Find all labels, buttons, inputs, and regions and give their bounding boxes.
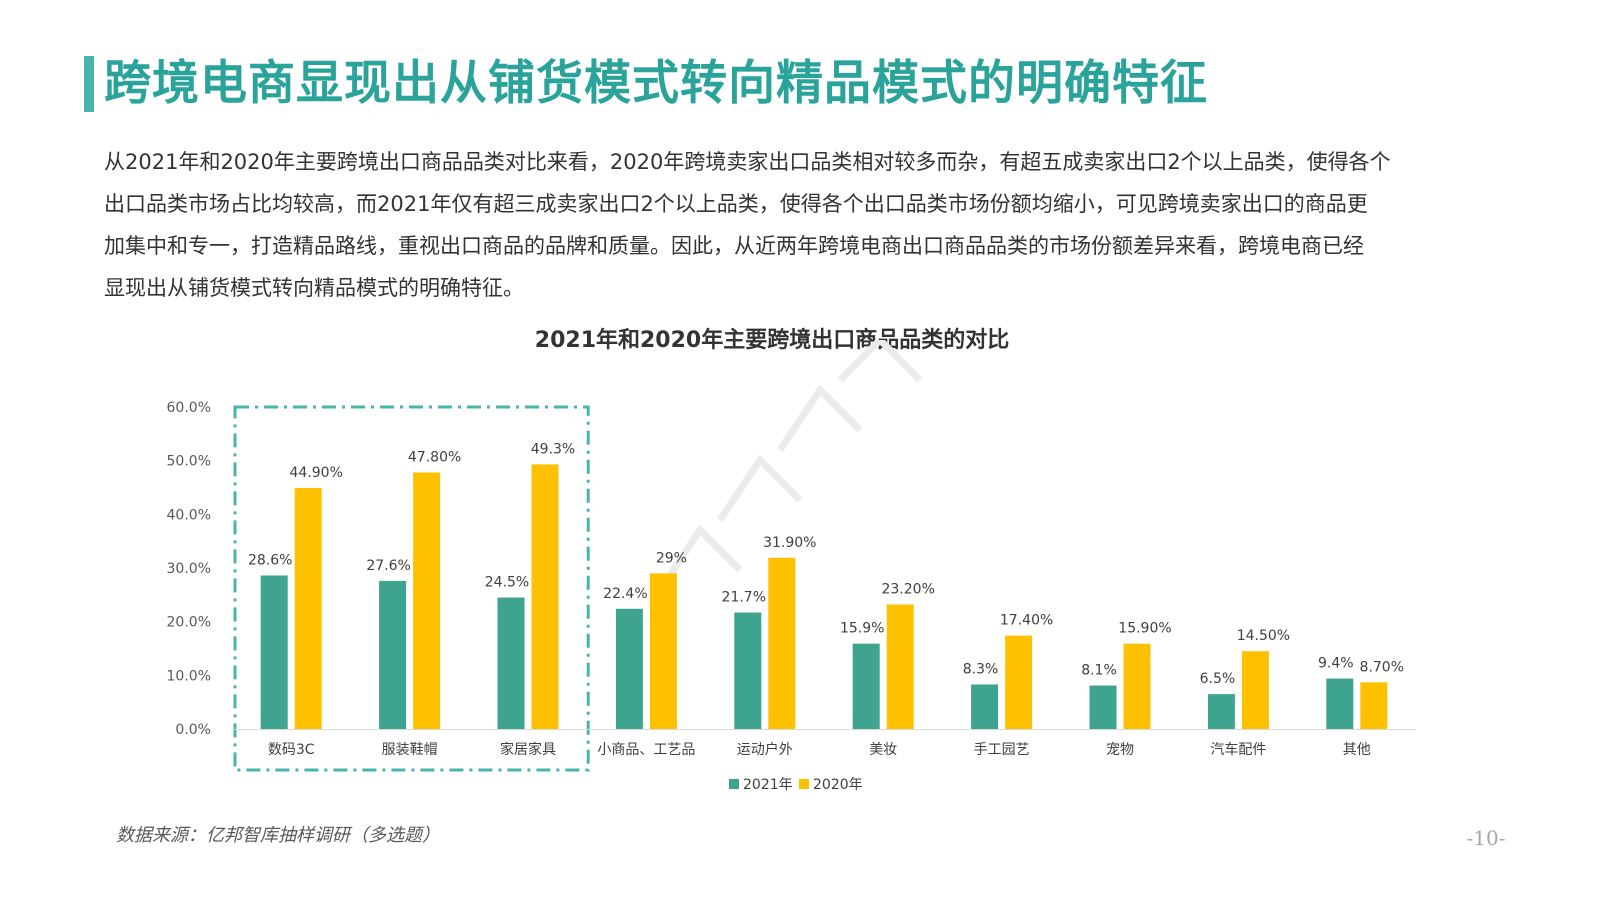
bar [971, 684, 999, 729]
bar [497, 597, 525, 729]
category-label: 运动户外 [737, 741, 793, 758]
page-number: -10- [1466, 826, 1506, 850]
legend-swatch [799, 779, 809, 789]
bar [886, 604, 914, 729]
data-label: 21.7% [722, 590, 766, 606]
legend-swatch [729, 779, 739, 789]
y-tick-label: 0.0% [175, 722, 211, 738]
data-label: 24.5% [485, 575, 529, 591]
category-label: 数码3C [268, 742, 315, 758]
bar-chart: 0.0% 10.0% 20.0% 30.0% 40.0% 50.0% 60.0% 28.6% 4… [167, 400, 1416, 793]
data-label: 15.90% [1118, 621, 1171, 637]
data-label: 29% [656, 550, 687, 566]
bar [1326, 678, 1354, 729]
y-tick-label: 10.0% [167, 668, 211, 684]
highlight-box [233, 405, 590, 772]
y-tick-label: 30.0% [167, 561, 211, 577]
data-label: 8.1% [1081, 663, 1117, 679]
bar [649, 573, 677, 729]
data-label: 17.40% [1000, 613, 1053, 629]
data-label: 47.80% [408, 449, 461, 465]
bar [1089, 685, 1117, 729]
category-label: 家居家具 [500, 741, 556, 758]
category-label: 其他 [1343, 742, 1371, 758]
data-label: 44.90% [290, 465, 343, 481]
data-label: 23.20% [882, 581, 935, 597]
data-label: 49.3% [531, 441, 575, 457]
category-label: 宠物 [1106, 742, 1134, 758]
legend-label: 2020年 [813, 777, 863, 793]
title-accent-bar [84, 56, 94, 112]
y-tick-label: 20.0% [167, 615, 211, 631]
bar [734, 612, 762, 729]
data-label: 31.90% [763, 535, 816, 551]
bar [1207, 694, 1235, 729]
bar [413, 472, 441, 729]
category-label: 汽车配件 [1210, 741, 1266, 758]
bar [1005, 635, 1033, 729]
data-label: 22.4% [603, 586, 647, 602]
bar [1360, 682, 1388, 729]
y-tick-label: 50.0% [167, 454, 211, 470]
bar [615, 608, 643, 729]
intro-line: 出口品类市场占比均较高，而2021年仅有超三成卖家出口2个以上品类，使得各个出口… [104, 192, 1368, 216]
bar [294, 488, 322, 729]
data-label: 9.4% [1318, 656, 1354, 672]
bar [531, 464, 559, 729]
bar [768, 557, 796, 729]
legend-label: 2021年 [743, 777, 793, 793]
data-label: 8.70% [1360, 659, 1404, 675]
y-tick-label: 40.0% [167, 507, 211, 523]
bar [260, 575, 288, 729]
data-label: 8.3% [963, 661, 999, 677]
bar [1123, 643, 1151, 729]
chart-title: 2021年和2020年主要跨境出口商品品类的对比 [534, 328, 1010, 353]
data-label: 28.6% [248, 553, 292, 569]
category-label: 手工园艺 [974, 742, 1030, 758]
data-label: 27.6% [366, 558, 410, 574]
page-title: 跨境电商显现出从铺货模式转向精品模式的明确特征 [104, 56, 1208, 111]
intro-line: 显现出从铺货模式转向精品模式的明确特征。 [104, 276, 524, 300]
intro-line: 从2021年和2020年主要跨境出口商品品类对比来看，2020年跨境卖家出口品类… [104, 150, 1391, 174]
bar [1241, 651, 1269, 729]
intro-paragraph: 从2021年和2020年主要跨境出口商品品类对比来看，2020年跨境卖家出口品类… [104, 141, 1524, 309]
intro-line: 加集中和专一，打造精品路线，重视出口商品的品牌和质量。因此，从近两年跨境电商出口… [104, 234, 1364, 258]
category-label: 小商品、工艺品 [597, 742, 695, 758]
data-label: 15.9% [840, 621, 884, 637]
data-label: 6.5% [1200, 671, 1236, 687]
y-tick-label: 60.0% [167, 400, 211, 416]
data-label: 14.50% [1237, 628, 1290, 644]
category-label: 服装鞋帽 [382, 742, 438, 758]
bar [379, 580, 407, 729]
category-label: 美妆 [869, 742, 897, 758]
bar [852, 643, 880, 729]
data-source-note: 数据来源：亿邦智库抽样调研（多选题） [116, 825, 440, 846]
